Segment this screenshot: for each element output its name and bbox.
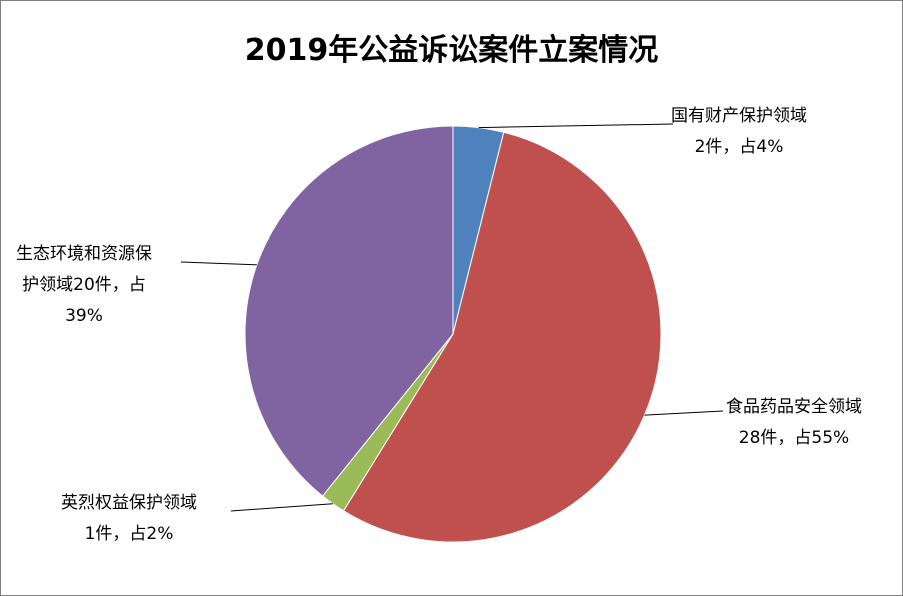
- label-line: 食品药品安全领域: [726, 397, 862, 417]
- label-line: 生态环境和资源保: [16, 244, 152, 264]
- leader-line: [644, 410, 724, 416]
- label-food-drug: 食品药品安全领域 28件，占55%: [726, 392, 862, 454]
- slice-food-drug: [342, 131, 662, 543]
- leader-line: [180, 261, 257, 266]
- label-line: 39%: [65, 306, 103, 326]
- leader-line: [478, 123, 674, 129]
- label-ecology: 生态环境和资源保 护领域20件，占 39%: [16, 239, 152, 332]
- label-heroes-rights: 英烈权益保护领域 1件，占2%: [61, 488, 197, 550]
- label-line: 英烈权益保护领域: [61, 493, 197, 513]
- slice-ecology: [244, 125, 454, 497]
- leader-line: [230, 503, 333, 512]
- chart-title: 2019年公益诉讼案件立案情况: [244, 33, 659, 68]
- label-line: 2件，占4%: [694, 137, 784, 157]
- label-line: 国有财产保护领域: [671, 106, 807, 126]
- label-line: 1件，占2%: [84, 524, 174, 544]
- label-line: 28件，占55%: [738, 428, 850, 448]
- label-state-property: 国有财产保护领域 2件，占4%: [671, 101, 807, 163]
- label-line: 护领域20件，占: [22, 275, 146, 295]
